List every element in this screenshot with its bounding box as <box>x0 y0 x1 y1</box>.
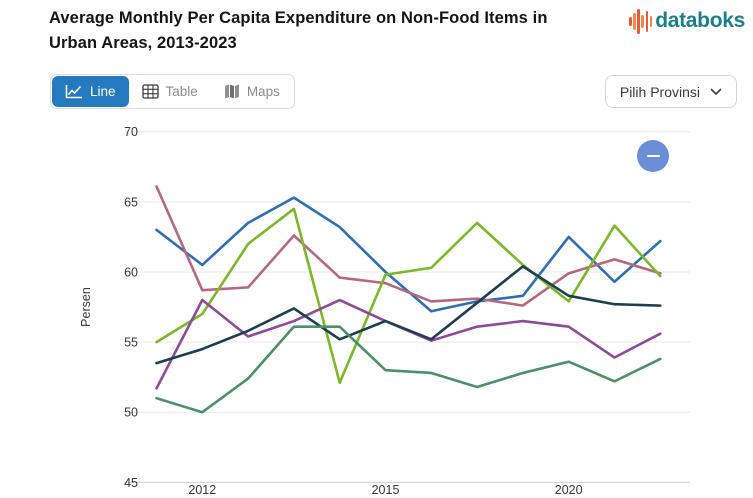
x-tick-label: 2012 <box>188 483 216 497</box>
table-grid-icon <box>141 84 159 99</box>
series-line-0[interactable] <box>155 196 662 313</box>
y-axis-label: Persen <box>79 287 93 327</box>
tab-table-label: Table <box>165 84 198 99</box>
databoks-logo[interactable]: databoks <box>629 8 745 34</box>
series-line-1[interactable] <box>155 185 662 307</box>
province-dropdown[interactable]: Pilih Provinsi <box>604 75 737 108</box>
series-line-4[interactable] <box>155 265 662 365</box>
province-dropdown-label: Pilih Provinsi <box>619 83 700 100</box>
tab-table[interactable]: Table <box>129 76 211 107</box>
tab-maps-label: Maps <box>246 84 280 99</box>
line-chart-icon <box>65 85 82 99</box>
x-tick-label: 2015 <box>372 483 400 497</box>
chevron-down-icon <box>710 88 722 95</box>
series-line-5[interactable] <box>155 325 662 414</box>
y-tick-label: 55 <box>124 336 138 350</box>
tab-maps[interactable]: Maps <box>211 76 293 107</box>
page-title: Average Monthly Per Capita Expenditure o… <box>49 9 548 52</box>
series-line-3[interactable] <box>155 298 662 390</box>
collapse-button[interactable] <box>637 140 669 172</box>
y-tick-label: 45 <box>124 476 138 490</box>
y-tick-label: 65 <box>124 195 138 209</box>
series-line-2[interactable] <box>155 207 662 385</box>
databoks-logo-icon <box>629 8 653 34</box>
minus-icon <box>646 154 660 158</box>
tab-line[interactable]: Line <box>52 76 129 107</box>
tab-line-label: Line <box>90 84 116 99</box>
y-tick-label: 50 <box>124 406 138 420</box>
x-tick-label: 2020 <box>555 483 583 497</box>
y-tick-label: 70 <box>124 125 138 139</box>
view-toggle-group: Line Table Maps <box>50 74 295 109</box>
databoks-wordmark: databoks <box>655 9 745 32</box>
maps-icon <box>224 84 239 99</box>
y-tick-label: 60 <box>124 265 138 279</box>
